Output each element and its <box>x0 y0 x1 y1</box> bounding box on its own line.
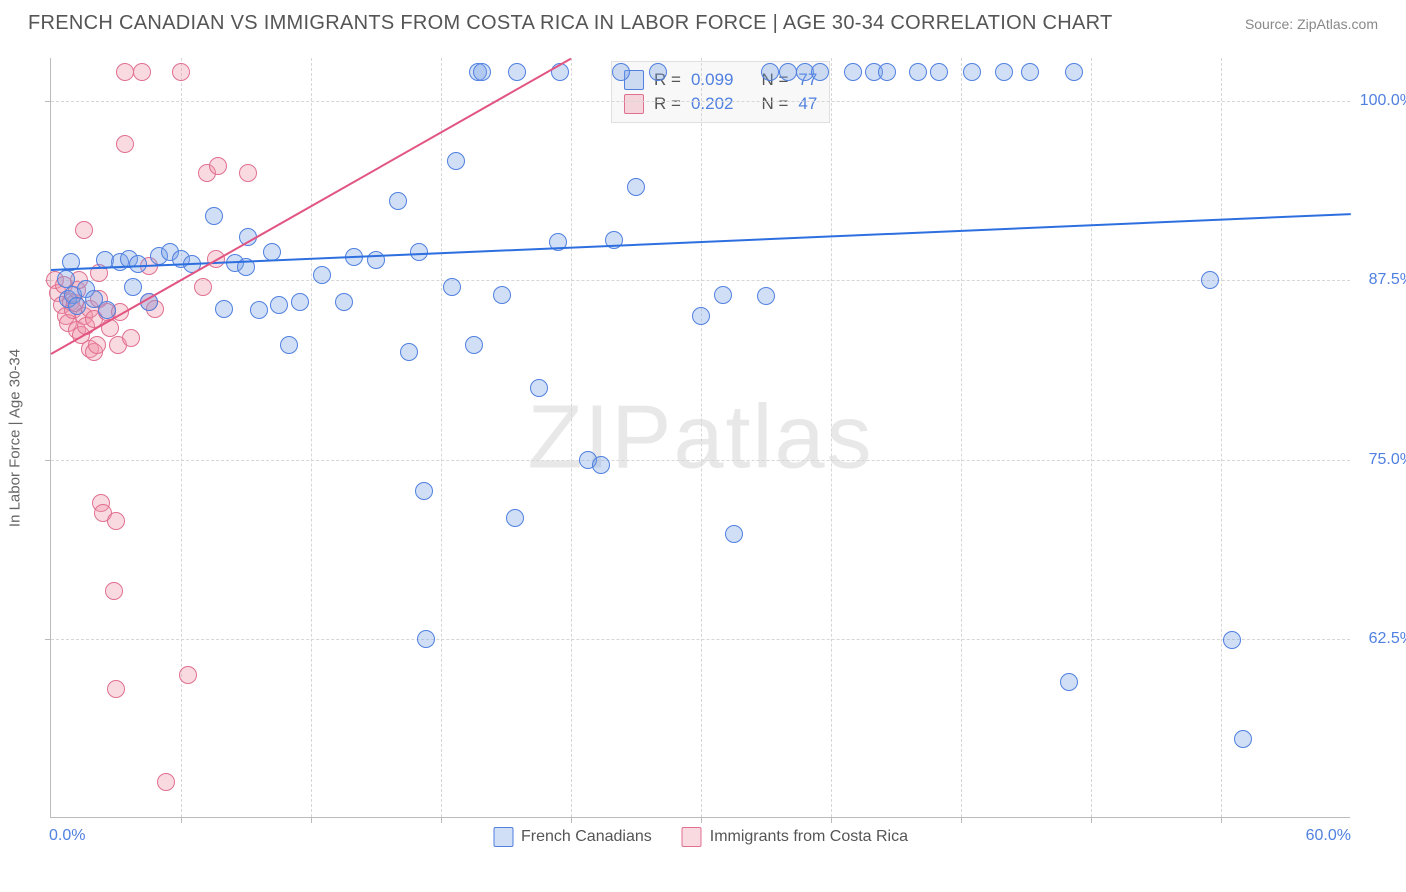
data-point <box>239 164 257 182</box>
data-point <box>270 296 288 314</box>
data-point <box>473 63 491 81</box>
data-point <box>878 63 896 81</box>
gridline-v <box>1221 58 1222 817</box>
data-point <box>447 152 465 170</box>
data-point <box>122 329 140 347</box>
chart-title: FRENCH CANADIAN VS IMMIGRANTS FROM COSTA… <box>28 12 1113 35</box>
data-point <box>172 63 190 81</box>
data-point <box>779 63 797 81</box>
data-point <box>415 482 433 500</box>
gridline-v <box>441 58 442 817</box>
gridline-v <box>831 58 832 817</box>
legend-swatch <box>493 827 513 847</box>
y-tick-label: 62.5% <box>1354 630 1406 648</box>
stat-n-value: 47 <box>798 94 817 114</box>
x-tick-label: 0.0% <box>49 827 85 845</box>
data-point <box>995 63 1013 81</box>
gridline-v <box>181 58 182 817</box>
data-point <box>179 666 197 684</box>
data-point <box>1065 63 1083 81</box>
gridline-v <box>961 58 962 817</box>
data-point <box>215 300 233 318</box>
data-point <box>291 293 309 311</box>
data-point <box>194 278 212 296</box>
stat-label: R = <box>654 94 681 114</box>
data-point <box>761 63 779 81</box>
data-point <box>493 286 511 304</box>
data-point <box>116 63 134 81</box>
data-point <box>530 379 548 397</box>
scatter-chart: ZIPatlas In Labor Force | Age 30-34 R =0… <box>50 58 1350 818</box>
data-point <box>592 456 610 474</box>
data-point <box>1223 631 1241 649</box>
y-tick-label: 75.0% <box>1354 451 1406 469</box>
data-point <box>443 278 461 296</box>
legend-swatch <box>624 94 644 114</box>
data-point <box>389 192 407 210</box>
source-attribution: Source: ZipAtlas.com <box>1245 16 1378 32</box>
legend-label: Immigrants from Costa Rica <box>710 828 908 846</box>
data-point <box>1234 730 1252 748</box>
data-point <box>811 63 829 81</box>
data-point <box>205 207 223 225</box>
data-point <box>75 221 93 239</box>
data-point <box>116 135 134 153</box>
data-point <box>465 336 483 354</box>
data-point <box>692 307 710 325</box>
gridline-v <box>701 58 702 817</box>
data-point <box>1201 271 1219 289</box>
y-tick-label: 87.5% <box>1354 271 1406 289</box>
x-tick-label: 60.0% <box>1306 827 1351 845</box>
data-point <box>400 343 418 361</box>
stat-label: N = <box>761 94 788 114</box>
data-point <box>157 773 175 791</box>
data-point <box>1060 673 1078 691</box>
legend: French Canadians Immigrants from Costa Ri… <box>493 827 908 847</box>
data-point <box>612 63 630 81</box>
data-point <box>417 630 435 648</box>
data-point <box>313 266 331 284</box>
data-point <box>263 243 281 261</box>
y-tick-label: 100.0% <box>1354 92 1406 110</box>
data-point <box>209 157 227 175</box>
data-point <box>105 582 123 600</box>
data-point <box>930 63 948 81</box>
data-point <box>133 63 151 81</box>
legend-item: French Canadians <box>493 827 652 847</box>
data-point <box>627 178 645 196</box>
legend-item: Immigrants from Costa Rica <box>682 827 908 847</box>
data-point <box>88 336 106 354</box>
data-point <box>107 512 125 530</box>
data-point <box>280 336 298 354</box>
y-axis-title: In Labor Force | Age 30-34 <box>7 348 24 526</box>
gridline-v <box>311 58 312 817</box>
data-point <box>909 63 927 81</box>
data-point <box>124 278 142 296</box>
data-point <box>335 293 353 311</box>
data-point <box>107 680 125 698</box>
data-point <box>963 63 981 81</box>
stat-r-value: 0.099 <box>691 70 734 90</box>
data-point <box>725 525 743 543</box>
legend-swatch <box>682 827 702 847</box>
data-point <box>506 509 524 527</box>
data-point <box>844 63 862 81</box>
stats-row: R = 0.202 N = 47 <box>624 92 817 116</box>
data-point <box>714 286 732 304</box>
legend-label: French Canadians <box>521 828 652 846</box>
data-point <box>757 287 775 305</box>
data-point <box>649 63 667 81</box>
data-point <box>410 243 428 261</box>
data-point <box>250 301 268 319</box>
stat-r-value: 0.202 <box>691 94 734 114</box>
gridline-v <box>1091 58 1092 817</box>
gridline-v <box>571 58 572 817</box>
data-point <box>1021 63 1039 81</box>
data-point <box>68 297 86 315</box>
data-point <box>508 63 526 81</box>
